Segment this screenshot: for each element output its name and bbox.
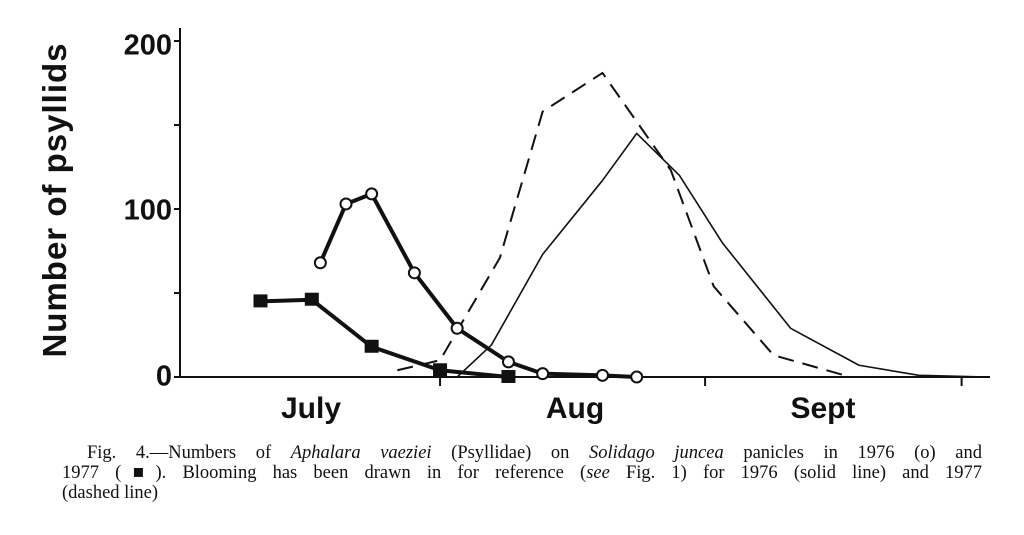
point-psyllids_1976: [313, 256, 327, 270]
point-psyllids_1976: [596, 368, 609, 382]
point-psyllids_1977: [253, 294, 268, 308]
y-tick-label-0: 0: [155, 360, 172, 393]
point-psyllids_1977: [364, 339, 379, 353]
caption-line-3: (dashed line): [62, 483, 159, 503]
point-psyllids_1976: [450, 321, 464, 335]
point-psyllids_1976: [407, 266, 421, 280]
point-psyllids_1976: [630, 370, 644, 384]
y-tick-label-200: 200: [123, 29, 172, 62]
point-psyllids_1976: [365, 187, 379, 201]
caption-text: panicles in 1976 (o) and: [723, 443, 982, 463]
point-psyllids_1977: [304, 292, 319, 306]
caption-species: Aphalara vaeziei: [290, 443, 432, 463]
y-tick-label-100: 100: [123, 194, 172, 227]
caption-text: Fig. 4.—Numbers of: [87, 443, 291, 463]
x-label-aug: Aug: [545, 392, 605, 425]
caption-line-1: Fig. 4.—Numbers of Aphalara vaeziei (Psy…: [87, 443, 982, 463]
point-psyllids_1977: [433, 363, 448, 377]
caption-plant: Solidago juncea: [589, 443, 724, 463]
caption-text: Fig. 1) for 1976 (solid line) and 1977: [609, 463, 982, 483]
caption-line-2: 1977 (■). Blooming has been drawn in for…: [62, 463, 982, 483]
caption-text: 1977 (■). Blooming has been drawn in for…: [62, 463, 587, 483]
caption-see: see: [586, 463, 610, 483]
chart-plot-area: [174, 28, 990, 386]
point-psyllids_1977: [501, 370, 516, 383]
series-line-blooming_1976: [456, 132, 988, 378]
point-psyllids_1976: [501, 355, 515, 369]
y-axis-label: Number of psyllids: [36, 42, 73, 358]
x-label-july: July: [280, 392, 342, 425]
x-label-sept: Sept: [790, 392, 856, 425]
point-psyllids_1976: [536, 367, 550, 381]
caption-text: (Psyllidae) on: [431, 443, 590, 463]
point-psyllids_1976: [339, 197, 353, 211]
